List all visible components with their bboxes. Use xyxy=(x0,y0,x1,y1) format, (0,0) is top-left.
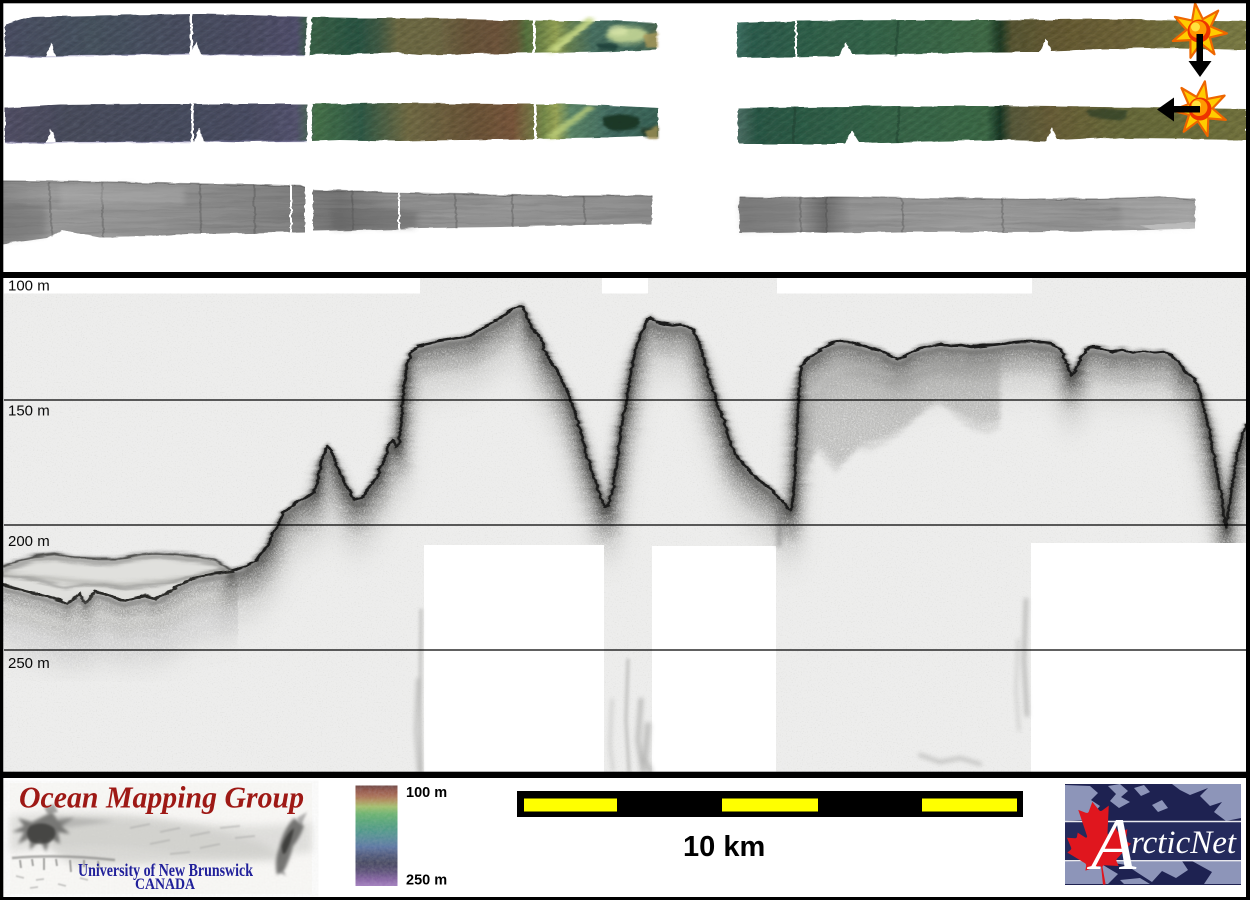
svg-text:200 m: 200 m xyxy=(8,533,50,550)
svg-text:CANADA: CANADA xyxy=(135,876,196,893)
svg-text:250 m: 250 m xyxy=(406,873,447,889)
svg-text:rcticNet: rcticNet xyxy=(1131,825,1237,861)
svg-text:150 m: 150 m xyxy=(8,403,50,420)
svg-text:University of New Brunswick: University of New Brunswick xyxy=(78,860,253,880)
svg-text:Ocean Mapping Group: Ocean Mapping Group xyxy=(19,780,304,815)
svg-text:A: A xyxy=(1086,804,1137,886)
svg-text:100 m: 100 m xyxy=(406,785,447,801)
svg-text:100 m: 100 m xyxy=(8,278,50,295)
svg-text:10 km: 10 km xyxy=(683,831,765,863)
svg-text:250 m: 250 m xyxy=(8,655,50,672)
